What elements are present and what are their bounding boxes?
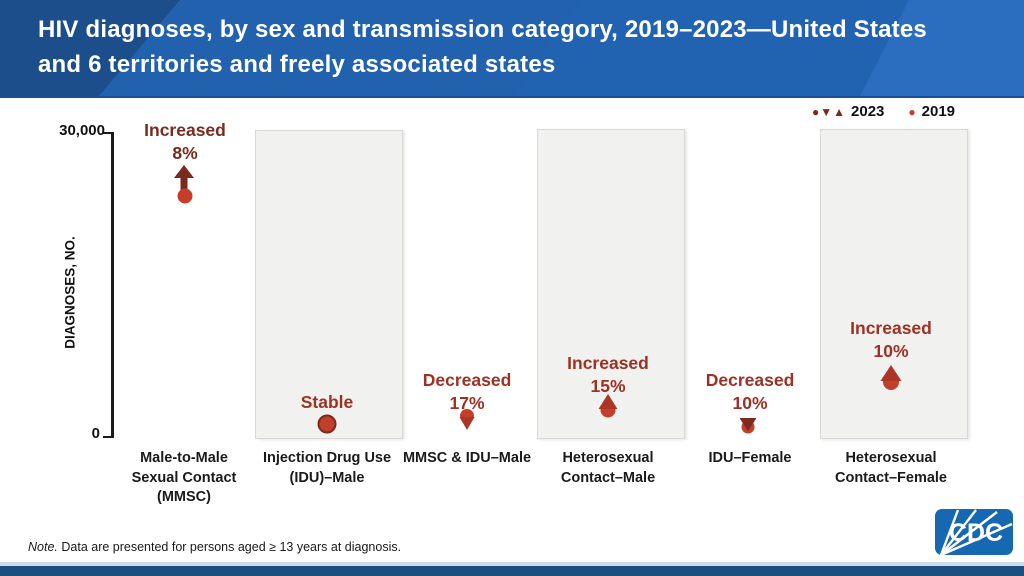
ghost-box-heterosexual-male (537, 129, 685, 439)
legend-circle-2023-icon: ● (812, 104, 820, 119)
annotation-line: Decreased (422, 370, 512, 390)
x-label-line: Contact–Female (834, 469, 947, 486)
x-label-heterosexual-male: Heterosexual Contact–Male (523, 449, 693, 488)
cdc-logo-rays-icon (939, 509, 1013, 557)
slide-title-line1: HIV diagnoses, by sex and transmission c… (38, 16, 927, 43)
chart-legend: ● ▼ ▲ 2023 ● 2019 (812, 103, 955, 120)
x-label-line: Male-to-Male (140, 450, 228, 466)
x-label-line: MMSC & IDU–Male (402, 450, 532, 466)
x-label-heterosexual-female: Heterosexual Contact–Female (806, 449, 976, 488)
legend-triangle-up-2023-icon: ▲ (833, 104, 846, 119)
marker-idu-female (739, 418, 757, 434)
cdc-logo: CDC (935, 509, 1013, 557)
marker-mmsc-idu-male (459, 409, 475, 430)
x-label-line: Sexual Contact (131, 469, 237, 486)
x-label-idu-female: IDU–Female (665, 449, 835, 469)
annotation-line: 10% (873, 341, 909, 361)
annotation-line: 10% (732, 393, 768, 413)
ghost-box-idu-male (255, 130, 403, 439)
ghost-box-heterosexual-female (820, 129, 968, 439)
annotation-line: Increased (850, 318, 932, 338)
y-axis-tick-0 (103, 436, 111, 438)
circle-2019-icon (317, 414, 337, 434)
x-label-line: IDU–Female (708, 450, 792, 466)
down-triangle-2023-icon (459, 417, 475, 430)
legend-label-2019: 2019 (921, 103, 956, 120)
annotation-mmsc: Increased 8% (110, 119, 260, 165)
x-label-line: Heterosexual (845, 450, 937, 466)
header-banner: HIV diagnoses, by sex and transmission c… (0, 0, 1024, 98)
x-label-line: Heterosexual (562, 450, 654, 466)
annotation-line: Stable (300, 392, 354, 412)
footnote: Note. Data are presented for persons age… (28, 540, 401, 554)
x-label-line: Contact–Male (560, 469, 656, 486)
annotation-heterosexual-female: Increased 10% (816, 317, 966, 363)
legend-circle-2019-icon: ● (908, 104, 916, 119)
y-axis-line (111, 132, 114, 438)
cdc-logo-text: CDC (949, 519, 1003, 547)
footnote-text: Data are presented for persons aged ≥ 13… (57, 540, 402, 554)
annotation-line: 17% (449, 393, 485, 413)
annotation-line: Increased (144, 120, 226, 140)
down-triangle-2023-icon (739, 418, 757, 431)
slide-title: HIV diagnoses, by sex and transmission c… (38, 12, 927, 82)
up-arrow-2023-icon (174, 165, 194, 190)
legend-label-2023: 2023 (851, 103, 885, 120)
x-label-line: Injection Drug Use (262, 450, 392, 466)
annotation-line: Decreased (705, 370, 795, 390)
annotation-heterosexual-male: Increased 15% (533, 352, 683, 398)
annotation-idu-female: Decreased 10% (675, 369, 825, 415)
y-axis-title: DIAGNOSES, NO. (62, 236, 78, 349)
annotation-mmsc-idu-male: Decreased 17% (392, 369, 542, 415)
annotation-line: 15% (590, 376, 626, 396)
marker-mmsc (174, 165, 194, 204)
x-label-line: (MMSC) (157, 489, 211, 505)
footnote-prefix: Note. (28, 540, 58, 554)
x-label-idu-male: Injection Drug Use (IDU)–Male (242, 449, 412, 488)
annotation-line: Increased (567, 353, 649, 373)
footer-light-line (0, 562, 1024, 566)
marker-heterosexual-female (880, 365, 902, 390)
y-axis-max-label: 30,000 (59, 122, 105, 139)
y-axis-zero-label: 0 (91, 425, 100, 442)
annotation-line: 8% (172, 143, 198, 163)
y-axis-tick-30000 (103, 132, 111, 134)
footer-bar (0, 566, 1024, 576)
annotation-idu-male: Stable (252, 391, 402, 414)
x-label-line: (IDU)–Male (289, 469, 365, 486)
up-triangle-2023-icon (880, 365, 902, 381)
slide-title-line2: and 6 territories and freely associated … (38, 51, 556, 78)
marker-heterosexual-male (598, 394, 618, 418)
x-label-mmsc: Male-to-Male Sexual Contact (MMSC) (99, 449, 269, 508)
up-triangle-2023-icon (598, 394, 618, 409)
banner-facet (100, 0, 580, 96)
marker-idu-male (317, 414, 337, 434)
circle-2019-icon (177, 188, 193, 204)
legend-triangle-down-2023-icon: ▼ (820, 104, 833, 119)
x-label-mmsc-idu-male: MMSC & IDU–Male (362, 449, 572, 469)
